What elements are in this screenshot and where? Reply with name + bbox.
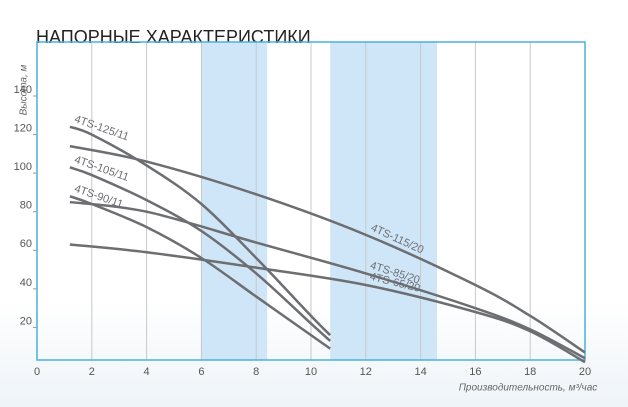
y-tick-label: 80 (20, 200, 32, 212)
y-tick-label: 100 (14, 161, 32, 173)
x-tick-label: 0 (34, 366, 40, 378)
y-tick-label: 140 (14, 84, 32, 96)
x-tick-label: 16 (469, 366, 481, 378)
y-tick-label: 20 (20, 315, 32, 327)
x-tick-label: 8 (253, 366, 259, 378)
x-tick-label: 14 (414, 366, 426, 378)
curve (69, 144, 586, 354)
y-tick-label: 120 (14, 122, 32, 134)
plot-frame (36, 41, 586, 361)
x-tick-label: 20 (579, 366, 591, 378)
x-tick-label: 10 (305, 366, 317, 378)
y-tick-label: 60 (20, 238, 32, 250)
curve (69, 200, 586, 360)
highlight-band (330, 42, 438, 360)
chart-title: НАПОРНЫЕ ХАРАКТЕРИСТИКИ (36, 27, 311, 47)
curve (69, 243, 586, 364)
curve (69, 125, 332, 337)
y-tick-label: 40 (20, 277, 32, 289)
x-tick-label: 18 (524, 366, 536, 378)
x-tick-label: 4 (144, 366, 150, 378)
x-axis-label: Производительность, м³/час (459, 383, 598, 394)
highlight-band (201, 42, 268, 360)
curve (69, 166, 332, 342)
x-tick-label: 2 (89, 366, 95, 378)
x-tick-label: 12 (360, 366, 372, 378)
y-axis-label: Высота, м (19, 64, 30, 115)
x-tick-label: 6 (198, 366, 204, 378)
